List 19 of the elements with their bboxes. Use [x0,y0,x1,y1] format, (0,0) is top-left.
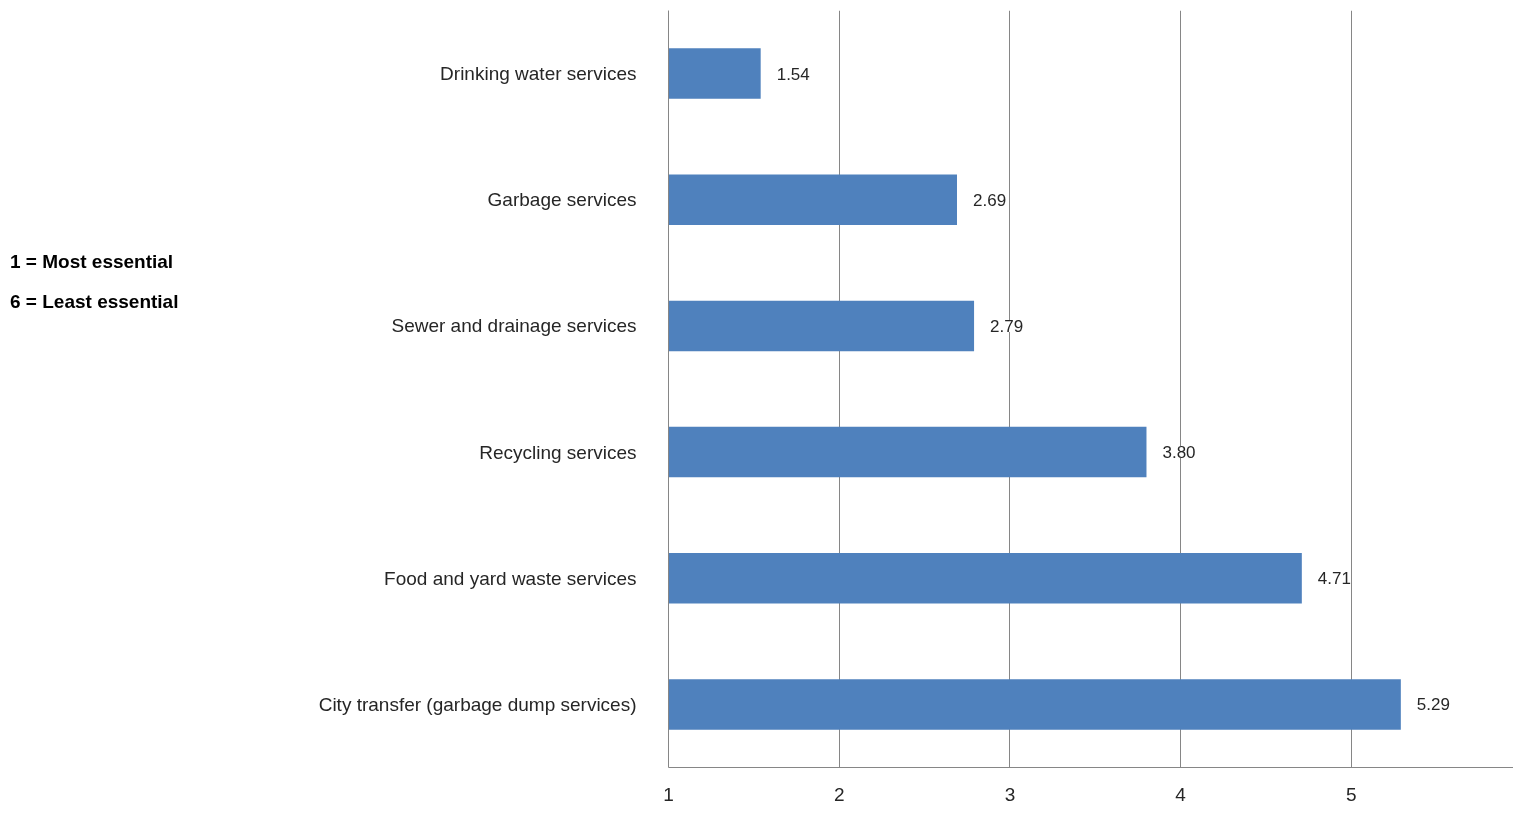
y-tick-label: City transfer (garbage dump services) [318,693,637,715]
x-tick-label: 5 [1346,783,1357,805]
data-label: 5.29 [1416,695,1450,715]
text: 6 = Least essential [10,290,179,314]
x-tick-label: 1 [663,783,674,805]
y-tick-label: Food and yard waste services [384,567,637,589]
y-tick-label: Recycling services [479,441,637,463]
data-label: 2.79 [990,316,1024,336]
x-tick-label: 3 [1004,783,1016,805]
y-tick-label: Drinking water services [440,63,637,85]
y-tick-label: Sewer and drainage services [391,315,637,337]
data-label: 4.71 [1317,569,1351,589]
y-tick-label: Garbage services [487,189,637,211]
x-tick-label: 2 [833,783,845,805]
x-tick-label: 4 [1175,783,1187,805]
text: 1 = Most essential [10,250,174,274]
data-label: 2.69 [972,190,1007,210]
data-label: 3.80 [1162,443,1196,463]
data-label: 1.54 [776,64,810,84]
